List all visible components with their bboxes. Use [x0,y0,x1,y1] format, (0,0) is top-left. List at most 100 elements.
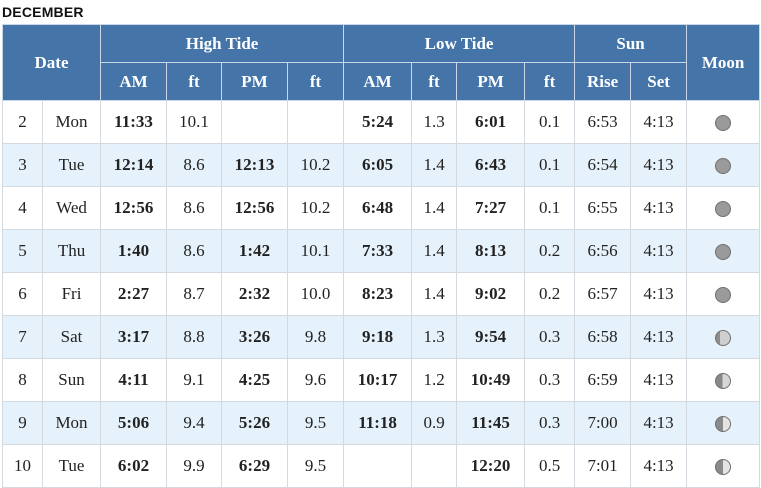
high-am-time: 1:40 [100,229,168,273]
header-high-am-ft: ft [166,62,223,101]
low-am-height: 1.3 [411,315,458,359]
high-pm-height: 9.5 [287,401,345,445]
date-number: 5 [2,229,43,273]
sunrise-time: 7:00 [574,401,632,445]
high-pm-height: 10.1 [287,229,345,273]
high-am-height: 9.4 [166,401,223,445]
high-pm-time: 6:29 [221,444,289,488]
high-am-height: 8.6 [166,186,223,230]
moon-icon [715,373,732,390]
high-pm-height: 9.5 [287,444,345,488]
high-pm-height: 10.2 [287,143,345,187]
high-am-time: 6:02 [100,444,168,488]
low-am-time: 5:24 [343,100,413,144]
low-am-height: 1.4 [411,229,458,273]
moon-cell [686,315,761,359]
moon-icon [715,201,732,218]
low-am-time: 9:18 [343,315,413,359]
moon-icon [715,244,732,261]
header-moon: Moon [686,24,761,101]
low-pm-height: 0.3 [524,315,576,359]
day-name: Sun [41,358,102,402]
high-am-height: 10.1 [166,100,223,144]
low-pm-height: 0.3 [524,358,576,402]
header-sun: Sun [574,24,688,63]
sunset-time: 4:13 [630,315,688,359]
high-am-time: 5:06 [100,401,168,445]
low-am-height: 1.4 [411,143,458,187]
sunset-time: 4:13 [630,186,688,230]
low-pm-time: 9:54 [456,315,526,359]
moon-icon [715,459,732,476]
tide-rows: 2 Mon 11:33 10.1 5:24 1.3 6:01 0.1 6:53 … [2,100,761,488]
low-am-height: 1.4 [411,186,458,230]
moon-cell [686,100,761,144]
low-pm-height: 0.5 [524,444,576,488]
header-date: Date [1,24,102,101]
low-pm-time: 6:01 [456,100,526,144]
high-pm-height: 10.2 [287,186,345,230]
day-name: Thu [41,229,102,273]
high-am-height: 8.7 [166,272,223,316]
moon-icon [715,330,732,347]
high-am-time: 2:27 [100,272,168,316]
low-pm-time: 6:43 [456,143,526,187]
moon-cell [686,444,761,488]
sunrise-time: 7:01 [574,444,632,488]
table-row: 8 Sun 4:11 9.1 4:25 9.6 10:17 1.2 10:49 … [2,358,761,402]
low-pm-height: 0.2 [524,272,576,316]
low-pm-height: 0.1 [524,186,576,230]
sunrise-time: 6:54 [574,143,632,187]
sunset-time: 4:13 [630,100,688,144]
table-row: 9 Mon 5:06 9.4 5:26 9.5 11:18 0.9 11:45 … [2,401,761,445]
high-am-height: 8.6 [166,143,223,187]
high-am-time: 12:14 [100,143,168,187]
header-low-am-ft: ft [411,62,458,101]
high-am-time: 11:33 [100,100,168,144]
high-am-time: 12:56 [100,186,168,230]
day-name: Tue [41,444,102,488]
sunrise-time: 6:59 [574,358,632,402]
low-am-time: 6:05 [343,143,413,187]
header-high-am: AM [100,62,168,101]
day-name: Sat [41,315,102,359]
table-row: 5 Thu 1:40 8.6 1:42 10.1 7:33 1.4 8:13 0… [2,229,761,273]
low-am-height: 0.9 [411,401,458,445]
high-am-time: 3:17 [100,315,168,359]
high-pm-time: 12:13 [221,143,289,187]
header-sun-rise: Rise [574,62,632,101]
moon-cell [686,401,761,445]
low-am-time: 11:18 [343,401,413,445]
sunrise-time: 6:57 [574,272,632,316]
header-high-tide: High Tide [100,24,345,63]
high-pm-time [221,100,289,144]
low-am-time: 6:48 [343,186,413,230]
sunrise-time: 6:58 [574,315,632,359]
high-pm-time: 12:56 [221,186,289,230]
high-pm-time: 5:26 [221,401,289,445]
moon-icon [715,115,732,132]
moon-cell [686,272,761,316]
low-am-time: 8:23 [343,272,413,316]
moon-icon [715,287,732,304]
date-number: 2 [2,100,43,144]
low-am-height: 1.3 [411,100,458,144]
low-am-time: 10:17 [343,358,413,402]
header-sun-set: Set [630,62,688,101]
sunset-time: 4:13 [630,358,688,402]
date-number: 6 [2,272,43,316]
low-pm-height: 0.1 [524,143,576,187]
day-name: Tue [41,143,102,187]
date-number: 8 [2,358,43,402]
date-number: 10 [2,444,43,488]
high-pm-height [287,100,345,144]
table-row: 2 Mon 11:33 10.1 5:24 1.3 6:01 0.1 6:53 … [2,100,761,144]
sunset-time: 4:13 [630,229,688,273]
date-number: 9 [2,401,43,445]
high-pm-time: 1:42 [221,229,289,273]
header-low-pm-ft: ft [524,62,576,101]
table-row: 10 Tue 6:02 9.9 6:29 9.5 12:20 0.5 7:01 … [2,444,761,488]
day-name: Wed [41,186,102,230]
high-am-height: 9.9 [166,444,223,488]
high-am-height: 8.8 [166,315,223,359]
